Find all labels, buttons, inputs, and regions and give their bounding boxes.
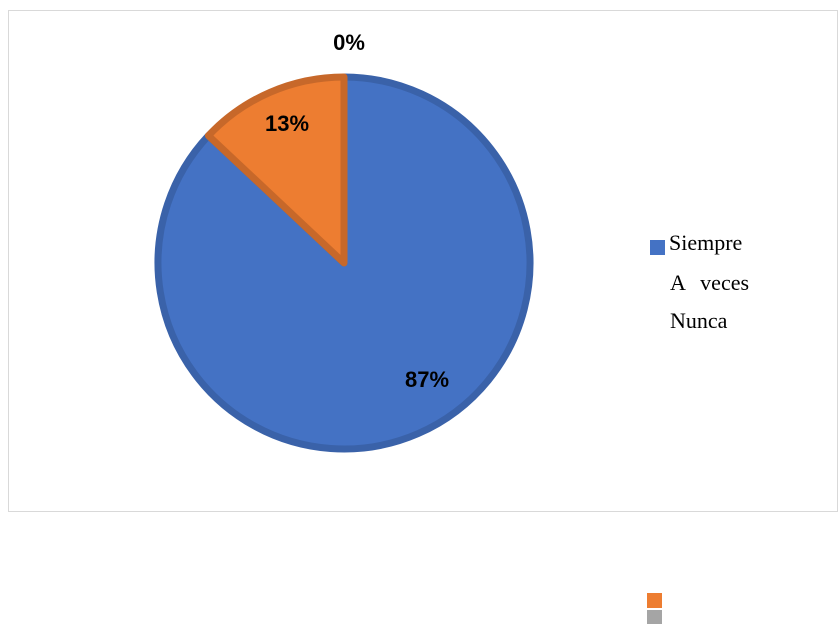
pie-chart: 87% 13% 0% [154,30,534,453]
legend-label-siempre: Siempre [669,230,743,255]
legend-swatch-siempre [650,240,665,255]
data-label-a-veces: 13% [265,111,309,136]
legend-label-nunca: Nunca [670,308,728,333]
legend-swatch-nunca [647,610,662,624]
pie-slice-a-veces [204,73,348,267]
data-label-nunca: 0% [333,30,365,55]
legend-label-a-veces: A veces [670,270,750,295]
data-label-siempre: 87% [405,367,449,392]
chart-frame: 87% 13% 0% Siempre A veces Nunca [8,10,838,512]
legend-swatch-a-veces [647,593,662,608]
